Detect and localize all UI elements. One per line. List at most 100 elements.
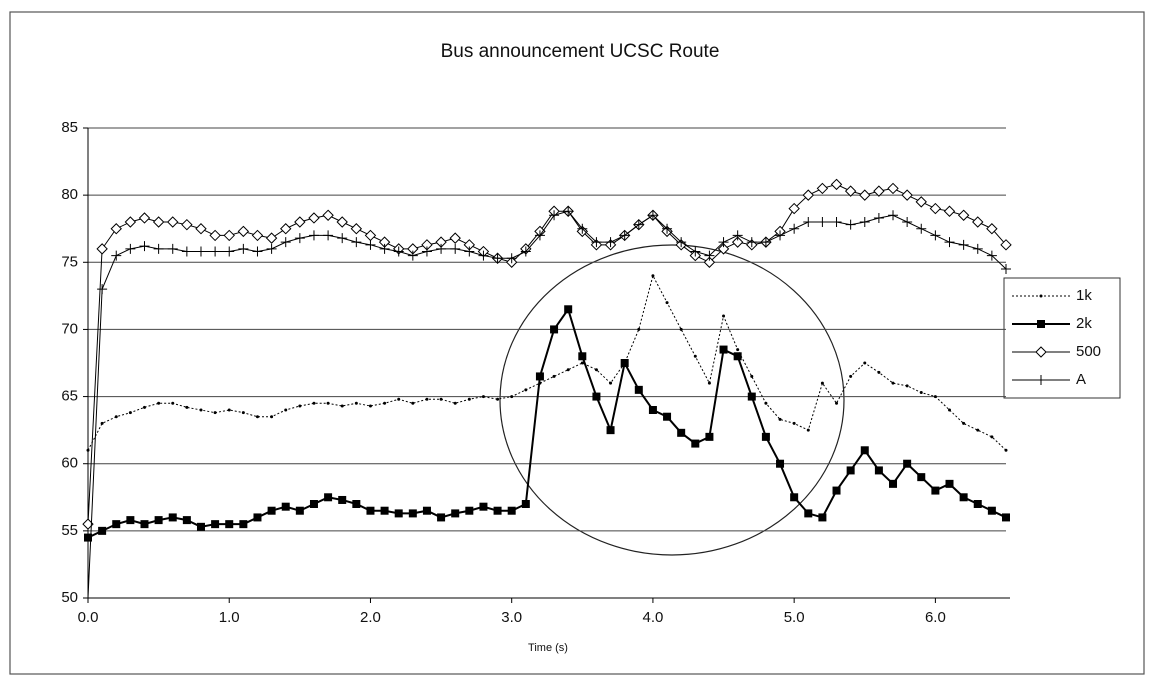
marker (298, 404, 302, 408)
marker (835, 401, 839, 405)
marker (213, 411, 217, 415)
marker (1002, 513, 1010, 522)
marker (437, 513, 446, 522)
legend-label: 1k (1076, 287, 1092, 304)
marker (690, 246, 701, 257)
marker (719, 345, 728, 354)
marker (747, 392, 756, 401)
marker (986, 250, 997, 261)
x-tick-label: 1.0 (219, 609, 240, 626)
marker (806, 428, 810, 432)
marker (252, 246, 263, 257)
marker (167, 243, 178, 254)
marker (312, 401, 316, 405)
marker (507, 506, 516, 515)
marker (142, 405, 146, 409)
marker (778, 417, 782, 421)
marker (962, 421, 966, 425)
marker (802, 189, 814, 201)
marker (651, 274, 655, 278)
x-axis-label: Time (s) (528, 642, 568, 654)
marker (324, 493, 333, 502)
marker (676, 237, 687, 248)
marker (493, 506, 502, 515)
marker (679, 327, 683, 331)
marker (255, 415, 259, 419)
marker (281, 502, 290, 511)
marker (211, 520, 220, 529)
marker (987, 506, 996, 515)
highlight-ellipse (499, 244, 845, 556)
marker (479, 502, 488, 511)
marker (605, 237, 616, 248)
marker (959, 493, 968, 502)
marker (83, 593, 93, 603)
marker (663, 412, 672, 421)
marker (110, 223, 122, 235)
marker (492, 253, 503, 264)
marker (665, 301, 669, 305)
marker (265, 232, 278, 244)
marker (901, 189, 913, 201)
marker (224, 246, 235, 257)
marker (450, 243, 461, 254)
marker (239, 520, 248, 529)
marker (393, 246, 404, 257)
marker (606, 426, 615, 435)
marker (1035, 346, 1047, 358)
marker (844, 185, 857, 197)
marker (874, 466, 883, 475)
marker (863, 361, 867, 365)
marker (397, 397, 401, 401)
marker (340, 404, 344, 408)
marker (552, 374, 556, 378)
marker (717, 243, 730, 255)
marker (948, 408, 952, 412)
marker (383, 401, 387, 405)
marker (368, 404, 372, 408)
marker (905, 384, 909, 388)
marker (820, 381, 824, 385)
marker (425, 397, 429, 401)
marker (792, 421, 796, 425)
marker (98, 526, 107, 535)
marker (465, 506, 474, 515)
marker (637, 327, 641, 331)
marker (86, 448, 90, 452)
legend-box (1003, 277, 1121, 399)
marker (761, 432, 770, 441)
marker (225, 520, 234, 529)
legend-label: 500 (1076, 343, 1101, 360)
marker (662, 223, 673, 234)
marker (181, 218, 193, 231)
marker (336, 216, 348, 228)
marker (524, 388, 528, 392)
marker (634, 385, 643, 394)
marker (550, 325, 559, 334)
marker (421, 246, 432, 257)
marker (722, 314, 726, 318)
marker (930, 230, 941, 241)
marker (591, 237, 602, 248)
y-tick-label: 65 (61, 388, 78, 405)
marker (609, 381, 613, 385)
marker (891, 381, 895, 385)
marker (830, 178, 843, 191)
marker (223, 229, 235, 242)
marker (153, 243, 164, 254)
marker (1004, 448, 1008, 452)
marker (916, 223, 927, 234)
marker (481, 395, 485, 399)
marker (520, 246, 531, 257)
marker (97, 284, 108, 295)
marker (594, 368, 598, 372)
y-tick-label: 85 (61, 119, 78, 136)
marker (294, 216, 306, 228)
marker (308, 212, 320, 224)
marker (775, 230, 786, 241)
marker (931, 486, 940, 495)
marker (704, 250, 715, 261)
marker (873, 185, 885, 197)
marker (577, 223, 588, 234)
